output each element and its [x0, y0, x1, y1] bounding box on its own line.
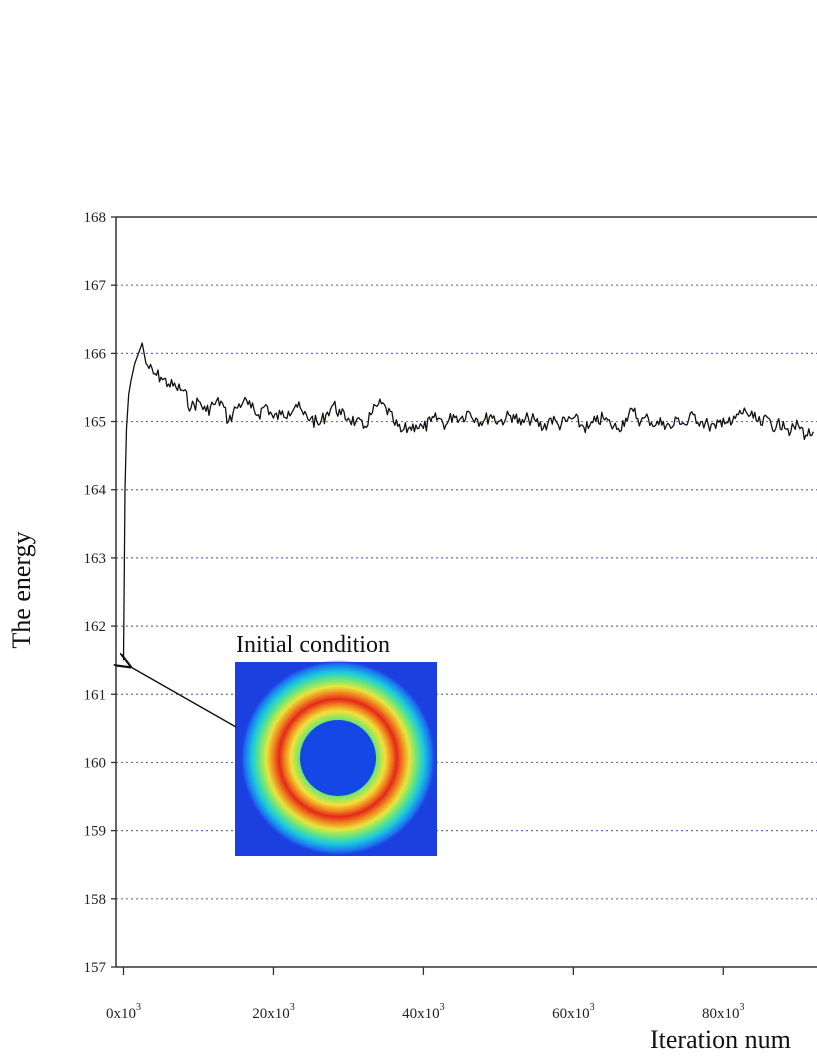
axes — [115, 216, 817, 968]
y-tick-label: 157 — [84, 960, 107, 976]
y-tick-label: 161 — [84, 687, 107, 703]
x-tick-label: 60x103 — [552, 1002, 595, 1022]
y-ticks: 157 158 159 160 161 162 163 164 165 166 167 168 — [84, 210, 116, 976]
y-tick-label: 166 — [84, 346, 107, 362]
x-tick-label: 80x103 — [702, 1002, 745, 1022]
y-tick-label: 163 — [84, 551, 107, 567]
y-tick-label: 165 — [84, 415, 107, 431]
y-tick-label: 164 — [84, 483, 107, 499]
y-tick-label: 158 — [84, 892, 107, 908]
y-tick-label: 168 — [84, 210, 107, 226]
y-tick-label: 167 — [84, 278, 107, 294]
y-tick-label: 159 — [84, 824, 107, 840]
initial-condition-inset — [235, 660, 437, 856]
initial-condition-arrow — [129, 666, 237, 728]
x-tick-label: 20x103 — [252, 1002, 295, 1022]
y-axis-title: The energy — [7, 531, 36, 648]
x-tick-label: 40x103 — [402, 1002, 445, 1022]
energy-series-line — [122, 342, 814, 661]
x-axis-title: Iteration num — [650, 1025, 791, 1054]
initial-condition-label: Initial condition — [236, 632, 390, 658]
inset-core — [300, 720, 376, 796]
x-ticks: 0x103 20x103 40x103 60x103 80x103 — [106, 967, 745, 1022]
gridlines — [116, 284, 817, 900]
y-tick-label: 160 — [84, 755, 107, 771]
x-tick-label: 0x103 — [106, 1002, 141, 1022]
y-tick-label: 162 — [84, 619, 107, 635]
